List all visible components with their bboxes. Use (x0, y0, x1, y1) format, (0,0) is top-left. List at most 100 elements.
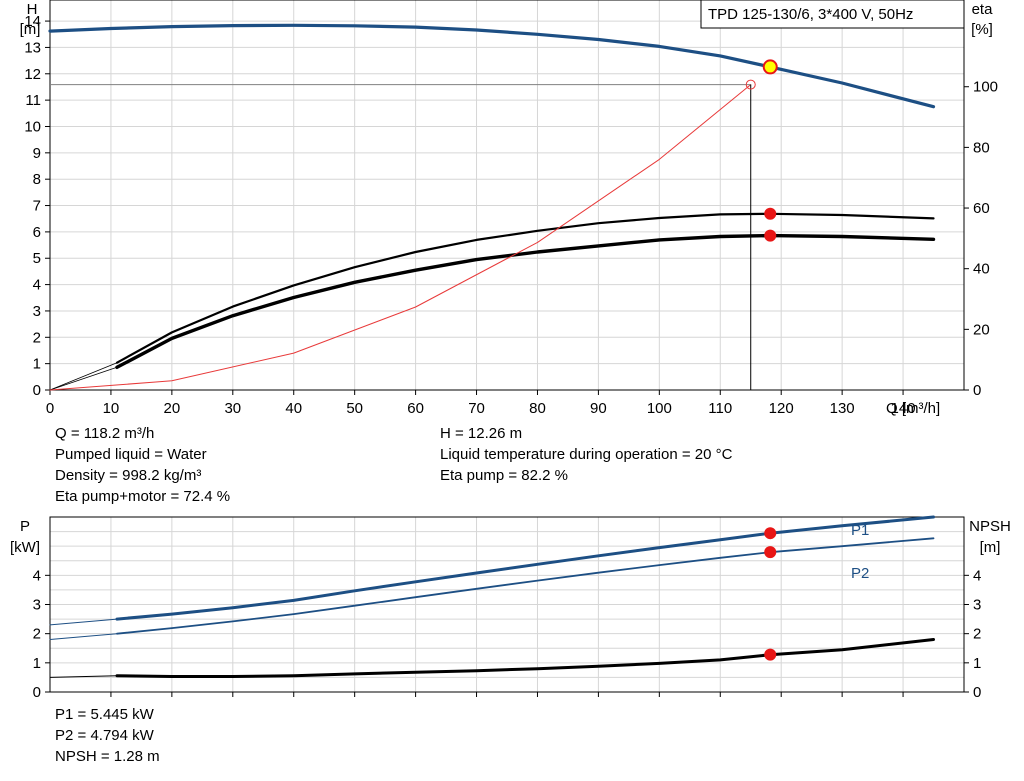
right-tick-label: 2 (973, 626, 981, 643)
left-tick-label: 0 (33, 684, 41, 701)
x-tick-label: 20 (164, 400, 181, 417)
info-liquid-temperature: Liquid temperature during operation = 20… (440, 446, 733, 463)
right-tick-label: 4 (973, 567, 981, 584)
x-tick-label: 0 (46, 400, 54, 417)
top-grid (50, 0, 964, 390)
x-tick-label: 40 (285, 400, 302, 417)
p1-series-label: P1 (851, 522, 869, 539)
series-pump-head (48, 23, 936, 109)
x-tick-label: 70 (468, 400, 485, 417)
operating-point-marker (764, 207, 777, 220)
series-npsh (115, 638, 935, 678)
left-tick-label: 4 (33, 277, 41, 294)
series-system (49, 84, 752, 391)
x-tick-label: 130 (830, 400, 855, 417)
info-flow: Q = 118.2 m³/h (55, 425, 155, 442)
x-tick-label: 100 (647, 400, 672, 417)
top-points (50, 59, 778, 390)
right-tick-label: 0 (973, 382, 981, 399)
bottom-points (764, 527, 777, 661)
series-p-ext (49, 633, 118, 640)
x-tick-label: 30 (224, 400, 241, 417)
bottom-right-axis-label: NPSH (969, 518, 1011, 535)
bottom-grid (50, 517, 964, 692)
bottom-series (49, 515, 935, 678)
bottom-left-axis-label: P (20, 518, 30, 535)
left-tick-label: 6 (33, 224, 41, 241)
x-axis-label: Q [m³/h] (886, 400, 940, 417)
info-npsh: NPSH = 1.28 m (55, 748, 160, 765)
x-tick-label: 50 (346, 400, 363, 417)
left-tick-label: 1 (33, 356, 41, 373)
x-tick-label: 60 (407, 400, 424, 417)
top-right-axis-unit: [%] (971, 21, 993, 38)
duty-point-marker (762, 59, 778, 75)
series-eta-pump (115, 212, 935, 364)
left-tick-label: 3 (33, 303, 41, 320)
p2-series-label: P2 (851, 565, 869, 582)
right-tick-label: 80 (973, 139, 990, 156)
x-tick-label: 80 (529, 400, 546, 417)
left-tick-label: 12 (24, 66, 41, 83)
power-npsh-chart: 0 1 2 3 4 0 1 2 3 4 P [kW] NPSH [m] P1 P2 (10, 515, 1011, 701)
info-top-right: H = 12.26 m Liquid temperature during op… (440, 423, 732, 486)
series-p2 (116, 537, 935, 635)
operating-point-marker (764, 546, 777, 559)
right-tick-label: 20 (973, 321, 990, 338)
left-tick-label: 4 (33, 567, 41, 584)
bottom-ticks: 0 1 2 3 4 0 1 2 3 4 (33, 567, 982, 701)
x-tick-label: 10 (103, 400, 120, 417)
right-tick-label: 100 (973, 79, 998, 96)
info-top-left: Q = 118.2 m³/h Pumped liquid = Water Den… (55, 423, 230, 507)
series-eta-ext (49, 366, 118, 391)
x-tick-label: 110 (708, 400, 732, 417)
right-tick-label: 0 (973, 684, 981, 701)
series-p-ext (49, 618, 118, 626)
info-head: H = 12.26 m (440, 425, 523, 442)
info-eta-pump-motor: Eta pump+motor = 72.4 % (55, 488, 231, 505)
left-tick-label: 9 (33, 145, 41, 162)
left-tick-label: 7 (33, 198, 41, 215)
right-tick-label: 40 (973, 261, 990, 278)
top-plot-frame (49, 0, 965, 391)
info-eta-pump: Eta pump = 82.2 % (440, 467, 568, 484)
left-tick-label: 10 (24, 118, 41, 135)
left-tick-label: 8 (33, 171, 41, 188)
left-tick-label: 2 (33, 329, 41, 346)
top-series (48, 23, 936, 391)
right-tick-label: 60 (973, 200, 990, 217)
legend-box-text: TPD 125-130/6, 3*400 V, 50Hz (708, 6, 913, 23)
info-p1: P1 = 5.445 kW (55, 706, 154, 723)
left-tick-label: 0 (33, 382, 41, 399)
x-tick-label: 140 (891, 400, 916, 417)
requested-point-marker (745, 79, 756, 90)
x-tick-label: 120 (769, 400, 794, 417)
left-tick-label: 13 (24, 39, 41, 56)
operating-point-marker (764, 648, 777, 661)
series-eta-total (115, 233, 936, 369)
left-tick-label: 14 (24, 13, 41, 30)
series-p1 (115, 515, 935, 621)
bottom-right-axis-unit: [m] (980, 539, 1001, 556)
operating-point-marker (764, 229, 777, 242)
left-tick-label: 5 (33, 250, 41, 267)
bottom-left-axis-unit: [kW] (10, 539, 40, 556)
series-eta-ext (49, 362, 118, 391)
top-left-axis-label: H (27, 1, 38, 18)
info-p2: P2 = 4.794 kW (55, 727, 154, 744)
legend-box: TPD 125-130/6, 3*400 V, 50Hz (700, 0, 965, 29)
series-npsh-ext (49, 675, 118, 678)
series-head-ext (49, 28, 112, 32)
info-pumped-liquid: Pumped liquid = Water (55, 446, 207, 463)
right-tick-label: 1 (973, 655, 981, 672)
operating-point-marker (764, 527, 777, 540)
left-tick-label: 11 (25, 92, 41, 109)
top-left-axis-unit: [m] (20, 21, 41, 38)
left-tick-label: 2 (33, 626, 41, 643)
top-right-axis-label: eta (972, 1, 994, 18)
right-tick-label: 3 (973, 597, 981, 614)
info-density: Density = 998.2 kg/m³ (55, 467, 202, 484)
